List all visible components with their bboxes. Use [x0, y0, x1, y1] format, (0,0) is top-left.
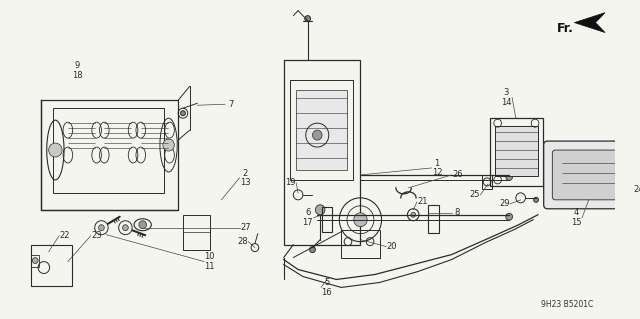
Bar: [183, 215, 210, 249]
Text: 4
15: 4 15: [571, 208, 582, 227]
Bar: [428, 205, 439, 233]
Text: 19: 19: [285, 178, 296, 187]
Text: 23: 23: [92, 231, 102, 240]
Text: 7: 7: [228, 100, 234, 109]
Bar: [54, 108, 164, 193]
Text: 20: 20: [387, 242, 397, 251]
Circle shape: [139, 221, 147, 229]
Text: 8: 8: [454, 208, 460, 217]
Text: Fr.: Fr.: [557, 22, 574, 35]
Text: 28: 28: [237, 237, 248, 246]
Circle shape: [99, 225, 104, 231]
Text: 27: 27: [240, 223, 251, 232]
Bar: [284, 60, 360, 245]
Bar: [31, 245, 72, 286]
Circle shape: [312, 130, 322, 140]
Bar: [296, 90, 347, 170]
Text: 26: 26: [452, 170, 463, 179]
Text: 25: 25: [469, 190, 480, 199]
Text: 9H23 B5201C: 9H23 B5201C: [541, 300, 593, 309]
Circle shape: [122, 225, 128, 231]
Circle shape: [305, 16, 310, 22]
Bar: [322, 207, 332, 232]
Text: 10
11: 10 11: [205, 252, 215, 271]
Bar: [291, 80, 353, 180]
Bar: [483, 175, 492, 189]
Circle shape: [354, 213, 367, 227]
Circle shape: [411, 212, 415, 217]
Polygon shape: [574, 13, 605, 33]
Circle shape: [310, 247, 316, 253]
Text: 9
18: 9 18: [72, 61, 83, 80]
Circle shape: [180, 111, 186, 116]
Circle shape: [49, 143, 62, 157]
Circle shape: [163, 139, 174, 151]
Text: 1
12: 1 12: [432, 159, 442, 177]
Text: 6
17: 6 17: [302, 208, 313, 227]
Bar: [490, 118, 543, 186]
FancyBboxPatch shape: [544, 141, 633, 209]
Bar: [341, 230, 380, 257]
Bar: [495, 126, 538, 176]
Circle shape: [33, 257, 38, 263]
Circle shape: [506, 174, 513, 181]
Text: 5
16: 5 16: [321, 278, 332, 297]
Text: 21: 21: [417, 197, 428, 206]
Text: 3
14: 3 14: [501, 88, 511, 107]
Circle shape: [534, 197, 538, 202]
Text: 22: 22: [60, 231, 70, 240]
Bar: [31, 255, 39, 267]
Circle shape: [506, 213, 513, 220]
Text: 2
13: 2 13: [240, 168, 251, 187]
Text: 24: 24: [634, 185, 640, 194]
Text: 29: 29: [499, 199, 509, 208]
FancyBboxPatch shape: [552, 150, 624, 200]
Circle shape: [316, 205, 325, 215]
